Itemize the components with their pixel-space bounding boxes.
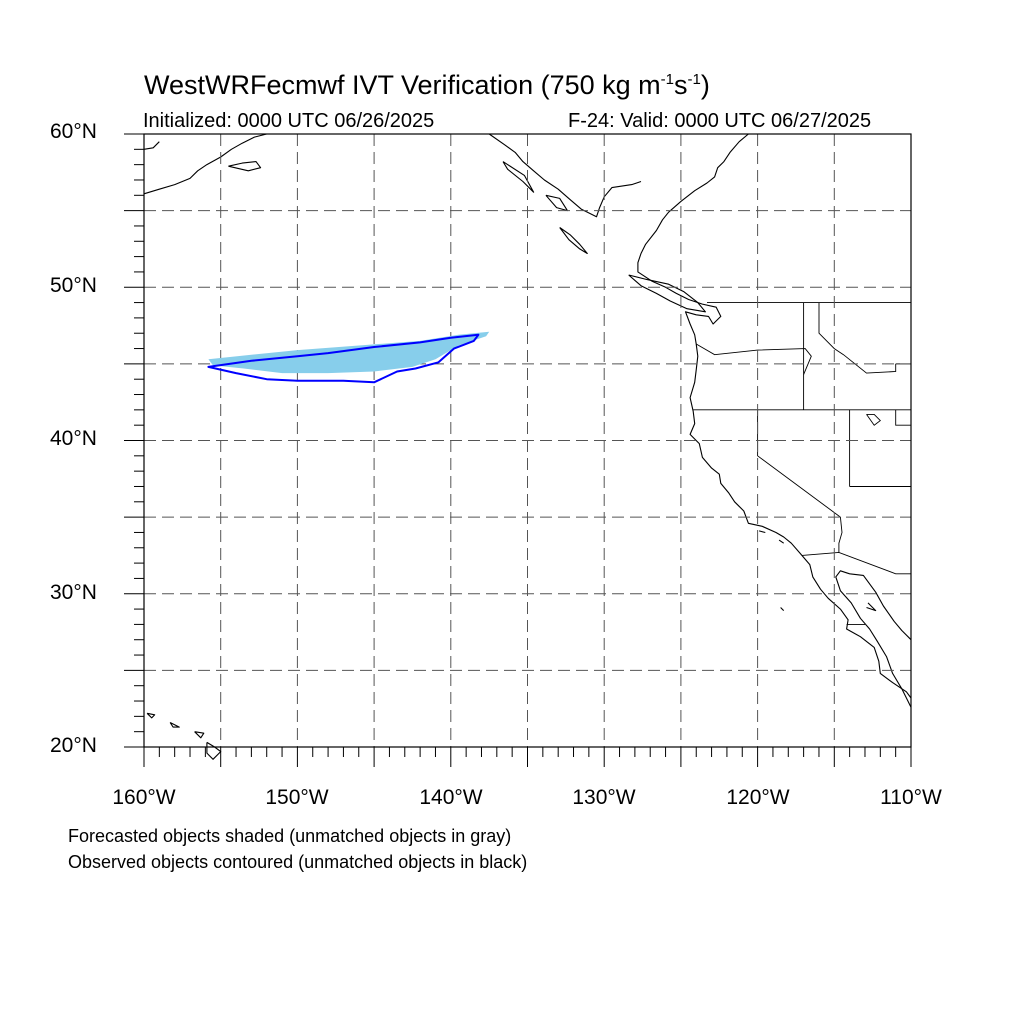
coastline [143,133,267,195]
init-time-label: Initialized: 0000 UTC 06/26/2025 [143,110,435,132]
coastline [780,607,785,611]
coastline [194,731,205,739]
coastline [146,712,156,719]
coastline [835,570,912,708]
lat-label-40: 40°N [50,427,97,450]
coastline-layer [143,133,912,760]
lon-label-120w: 120°W [726,786,790,809]
coastline [559,227,588,255]
state-border [818,302,897,374]
observed-note: Observed objects contoured (unmatched ob… [68,852,528,872]
lon-label-130w: 130°W [572,786,636,809]
ivt-objects-layer [207,331,490,384]
lat-label-50: 50°N [50,274,97,297]
state-border [802,551,911,575]
map-frame [143,133,912,748]
state-border [838,517,843,553]
coastline [228,161,262,172]
coastline [637,133,912,699]
valid-time-label: F-24: Valid: 0000 UTC 06/27/2025 [568,110,872,132]
coastline [502,161,535,193]
coastline [488,133,642,218]
lon-label-160w: 160°W [112,786,176,809]
lat-label-20: 20°N [50,734,97,757]
state-border [895,409,911,426]
coastline [758,530,766,534]
chart-title: WestWRFecmwf IVT Verification (750 kg m-… [144,70,710,100]
lat-label-60: 60°N [50,120,97,143]
axis-ticks-layer [124,133,912,767]
lon-label-110w: 110°W [880,786,942,809]
lat-label-30: 30°N [50,581,97,604]
graticule-layer [144,134,911,747]
lon-label-150w: 150°W [265,786,329,809]
state-border [695,343,812,375]
coastline [866,602,877,612]
coastline [628,274,706,313]
lake-outline [866,413,881,426]
coastline [545,194,568,212]
observed-object-contour [207,333,480,384]
coastline [778,539,785,544]
state-border [757,409,841,518]
forecast-note: Forecasted objects shaded (unmatched obj… [68,826,512,846]
coastline [169,722,180,728]
coastline [143,141,160,150]
lon-label-140w: 140°W [419,786,483,809]
coastline [206,741,222,760]
